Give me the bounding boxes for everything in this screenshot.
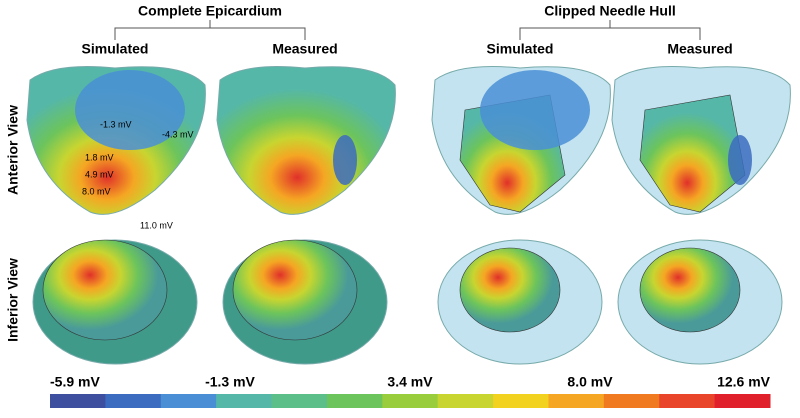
annotation: 4.9 mV <box>85 169 114 179</box>
annotation: -1.3 mV <box>100 119 132 129</box>
colorbar-segment <box>216 394 273 408</box>
annotation: 11.0 mV <box>140 220 173 230</box>
negative-region <box>75 70 185 150</box>
row-label: Anterior View <box>5 105 21 195</box>
colorbar-segment <box>382 394 439 408</box>
colorbar-segment <box>271 394 328 408</box>
colorbar-segment <box>50 394 106 408</box>
colorbar-segment <box>105 394 162 408</box>
colorbar-segment <box>548 394 605 408</box>
colorbar-label: -5.9 mV <box>50 374 100 390</box>
group-title: Complete Epicardium <box>138 3 282 19</box>
column-label: Measured <box>667 41 732 57</box>
colorbar-segment <box>659 394 716 408</box>
colorbar-label: 8.0 mV <box>567 374 613 390</box>
annotation: 8.0 mV <box>82 186 111 196</box>
colorbar-label: -1.3 mV <box>205 374 255 390</box>
row-label: Inferior View <box>5 258 21 342</box>
hot-region <box>232 239 358 341</box>
colorbar-label: 3.4 mV <box>387 374 433 390</box>
column-label: Simulated <box>82 41 149 57</box>
hot-region <box>639 247 741 333</box>
colorbar-segment <box>493 394 549 408</box>
bracket <box>114 20 306 40</box>
patch <box>639 94 746 213</box>
hot-region <box>42 239 168 341</box>
colorbar-segment <box>326 394 383 408</box>
colorbar-segment <box>437 394 494 408</box>
negative-region <box>728 135 752 185</box>
group-title: Clipped Needle Hull <box>544 3 675 19</box>
annotation: -4.3 mV <box>162 129 194 139</box>
colorbar-segment <box>160 394 217 408</box>
annotation: 1.8 mV <box>85 152 114 162</box>
colorbar-segment <box>603 394 660 408</box>
colorbar-segment <box>714 394 771 408</box>
column-label: Measured <box>272 41 337 57</box>
negative-region <box>480 70 590 150</box>
bracket <box>519 20 701 40</box>
heart-anterior <box>216 66 396 215</box>
colorbar-label: 12.6 mV <box>717 374 771 390</box>
negative-region <box>333 135 357 185</box>
column-label: Simulated <box>487 41 554 57</box>
hot-region <box>459 247 561 333</box>
